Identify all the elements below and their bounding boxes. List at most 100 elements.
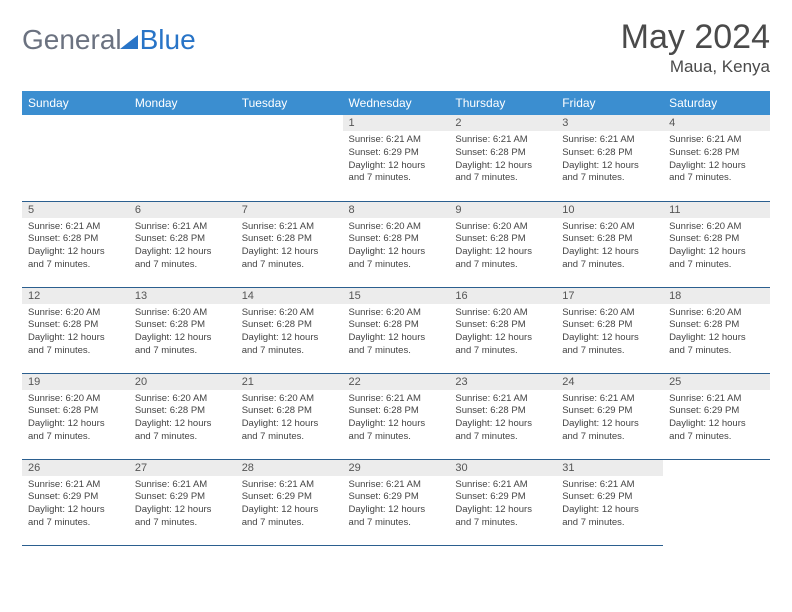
day-number: 21 xyxy=(236,374,343,390)
day-number: 14 xyxy=(236,288,343,304)
day-info: Sunrise: 6:20 AMSunset: 6:28 PMDaylight:… xyxy=(556,218,663,275)
day-number: 13 xyxy=(129,288,236,304)
day-number: 5 xyxy=(22,202,129,218)
calendar-row: 26Sunrise: 6:21 AMSunset: 6:29 PMDayligh… xyxy=(22,459,770,545)
day-number: 4 xyxy=(663,115,770,131)
day-number: 6 xyxy=(129,202,236,218)
day-info: Sunrise: 6:21 AMSunset: 6:28 PMDaylight:… xyxy=(129,218,236,275)
calendar-cell: 17Sunrise: 6:20 AMSunset: 6:28 PMDayligh… xyxy=(556,287,663,373)
day-number: 10 xyxy=(556,202,663,218)
calendar-cell: 14Sunrise: 6:20 AMSunset: 6:28 PMDayligh… xyxy=(236,287,343,373)
calendar-cell: 10Sunrise: 6:20 AMSunset: 6:28 PMDayligh… xyxy=(556,201,663,287)
dayname-thursday: Thursday xyxy=(449,91,556,115)
calendar-cell: 12Sunrise: 6:20 AMSunset: 6:28 PMDayligh… xyxy=(22,287,129,373)
day-info: Sunrise: 6:20 AMSunset: 6:28 PMDaylight:… xyxy=(663,304,770,361)
day-info: Sunrise: 6:21 AMSunset: 6:29 PMDaylight:… xyxy=(556,390,663,447)
day-info: Sunrise: 6:21 AMSunset: 6:29 PMDaylight:… xyxy=(22,476,129,533)
day-info: Sunrise: 6:20 AMSunset: 6:28 PMDaylight:… xyxy=(129,304,236,361)
day-info: Sunrise: 6:20 AMSunset: 6:28 PMDaylight:… xyxy=(343,304,450,361)
day-number-empty xyxy=(236,115,343,131)
calendar-row: 5Sunrise: 6:21 AMSunset: 6:28 PMDaylight… xyxy=(22,201,770,287)
calendar-cell: 8Sunrise: 6:20 AMSunset: 6:28 PMDaylight… xyxy=(343,201,450,287)
location: Maua, Kenya xyxy=(621,57,770,77)
calendar-cell xyxy=(663,459,770,545)
day-number: 12 xyxy=(22,288,129,304)
day-info: Sunrise: 6:21 AMSunset: 6:28 PMDaylight:… xyxy=(663,131,770,188)
calendar-cell: 1Sunrise: 6:21 AMSunset: 6:29 PMDaylight… xyxy=(343,115,450,201)
dayname-row: SundayMondayTuesdayWednesdayThursdayFrid… xyxy=(22,91,770,115)
day-info: Sunrise: 6:20 AMSunset: 6:28 PMDaylight:… xyxy=(343,218,450,275)
day-info: Sunrise: 6:20 AMSunset: 6:28 PMDaylight:… xyxy=(22,390,129,447)
logo-part2: Blue xyxy=(140,24,196,56)
dayname-friday: Friday xyxy=(556,91,663,115)
day-number: 8 xyxy=(343,202,450,218)
day-number: 16 xyxy=(449,288,556,304)
calendar-cell: 4Sunrise: 6:21 AMSunset: 6:28 PMDaylight… xyxy=(663,115,770,201)
calendar-row: 1Sunrise: 6:21 AMSunset: 6:29 PMDaylight… xyxy=(22,115,770,201)
calendar-body: 1Sunrise: 6:21 AMSunset: 6:29 PMDaylight… xyxy=(22,115,770,545)
day-number-empty xyxy=(129,115,236,131)
dayname-monday: Monday xyxy=(129,91,236,115)
calendar-cell: 29Sunrise: 6:21 AMSunset: 6:29 PMDayligh… xyxy=(343,459,450,545)
dayname-tuesday: Tuesday xyxy=(236,91,343,115)
day-info: Sunrise: 6:21 AMSunset: 6:29 PMDaylight:… xyxy=(556,476,663,533)
calendar-row: 19Sunrise: 6:20 AMSunset: 6:28 PMDayligh… xyxy=(22,373,770,459)
day-info: Sunrise: 6:21 AMSunset: 6:29 PMDaylight:… xyxy=(343,131,450,188)
day-info: Sunrise: 6:20 AMSunset: 6:28 PMDaylight:… xyxy=(236,390,343,447)
calendar-cell: 19Sunrise: 6:20 AMSunset: 6:28 PMDayligh… xyxy=(22,373,129,459)
day-number: 19 xyxy=(22,374,129,390)
calendar-cell xyxy=(129,115,236,201)
calendar-cell: 3Sunrise: 6:21 AMSunset: 6:28 PMDaylight… xyxy=(556,115,663,201)
day-info: Sunrise: 6:20 AMSunset: 6:28 PMDaylight:… xyxy=(22,304,129,361)
calendar-cell xyxy=(236,115,343,201)
day-info: Sunrise: 6:21 AMSunset: 6:28 PMDaylight:… xyxy=(236,218,343,275)
calendar-cell: 15Sunrise: 6:20 AMSunset: 6:28 PMDayligh… xyxy=(343,287,450,373)
day-info: Sunrise: 6:21 AMSunset: 6:28 PMDaylight:… xyxy=(449,131,556,188)
calendar-cell: 22Sunrise: 6:21 AMSunset: 6:28 PMDayligh… xyxy=(343,373,450,459)
day-number-empty xyxy=(22,115,129,131)
day-number: 25 xyxy=(663,374,770,390)
day-number: 28 xyxy=(236,460,343,476)
logo-part1: General xyxy=(22,24,122,56)
day-number: 24 xyxy=(556,374,663,390)
day-info: Sunrise: 6:20 AMSunset: 6:28 PMDaylight:… xyxy=(236,304,343,361)
calendar-cell: 9Sunrise: 6:20 AMSunset: 6:28 PMDaylight… xyxy=(449,201,556,287)
day-number: 17 xyxy=(556,288,663,304)
day-info: Sunrise: 6:20 AMSunset: 6:28 PMDaylight:… xyxy=(663,218,770,275)
day-info: Sunrise: 6:21 AMSunset: 6:28 PMDaylight:… xyxy=(556,131,663,188)
calendar-table: SundayMondayTuesdayWednesdayThursdayFrid… xyxy=(22,91,770,546)
day-info: Sunrise: 6:20 AMSunset: 6:28 PMDaylight:… xyxy=(129,390,236,447)
calendar-cell: 30Sunrise: 6:21 AMSunset: 6:29 PMDayligh… xyxy=(449,459,556,545)
calendar-cell: 16Sunrise: 6:20 AMSunset: 6:28 PMDayligh… xyxy=(449,287,556,373)
calendar-cell: 11Sunrise: 6:20 AMSunset: 6:28 PMDayligh… xyxy=(663,201,770,287)
dayname-sunday: Sunday xyxy=(22,91,129,115)
day-number: 27 xyxy=(129,460,236,476)
day-number: 29 xyxy=(343,460,450,476)
day-info: Sunrise: 6:20 AMSunset: 6:28 PMDaylight:… xyxy=(449,218,556,275)
day-number: 31 xyxy=(556,460,663,476)
day-number: 15 xyxy=(343,288,450,304)
day-info: Sunrise: 6:21 AMSunset: 6:28 PMDaylight:… xyxy=(22,218,129,275)
calendar-cell: 28Sunrise: 6:21 AMSunset: 6:29 PMDayligh… xyxy=(236,459,343,545)
month-title: May 2024 xyxy=(621,18,770,57)
calendar-cell: 20Sunrise: 6:20 AMSunset: 6:28 PMDayligh… xyxy=(129,373,236,459)
calendar-cell: 26Sunrise: 6:21 AMSunset: 6:29 PMDayligh… xyxy=(22,459,129,545)
day-number: 2 xyxy=(449,115,556,131)
dayname-saturday: Saturday xyxy=(663,91,770,115)
day-info: Sunrise: 6:20 AMSunset: 6:28 PMDaylight:… xyxy=(449,304,556,361)
day-number: 11 xyxy=(663,202,770,218)
day-info: Sunrise: 6:21 AMSunset: 6:29 PMDaylight:… xyxy=(449,476,556,533)
calendar-cell: 6Sunrise: 6:21 AMSunset: 6:28 PMDaylight… xyxy=(129,201,236,287)
calendar-cell: 24Sunrise: 6:21 AMSunset: 6:29 PMDayligh… xyxy=(556,373,663,459)
calendar-cell: 18Sunrise: 6:20 AMSunset: 6:28 PMDayligh… xyxy=(663,287,770,373)
title-block: May 2024 Maua, Kenya xyxy=(621,18,770,77)
day-number: 18 xyxy=(663,288,770,304)
calendar-head: SundayMondayTuesdayWednesdayThursdayFrid… xyxy=(22,91,770,115)
calendar-cell: 25Sunrise: 6:21 AMSunset: 6:29 PMDayligh… xyxy=(663,373,770,459)
calendar-cell: 31Sunrise: 6:21 AMSunset: 6:29 PMDayligh… xyxy=(556,459,663,545)
day-info: Sunrise: 6:21 AMSunset: 6:29 PMDaylight:… xyxy=(129,476,236,533)
day-number: 26 xyxy=(22,460,129,476)
calendar-cell: 13Sunrise: 6:20 AMSunset: 6:28 PMDayligh… xyxy=(129,287,236,373)
header: General Blue May 2024 Maua, Kenya xyxy=(22,18,770,77)
day-number: 9 xyxy=(449,202,556,218)
